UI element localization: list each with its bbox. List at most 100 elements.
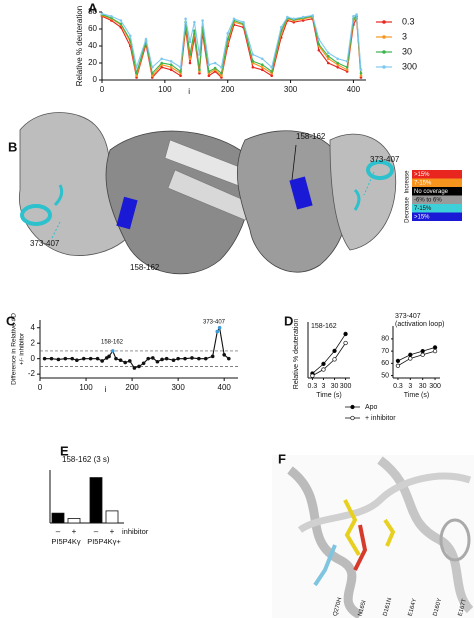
legend-label: 30 <box>402 46 412 56</box>
legend-label: 0.3 <box>402 16 415 26</box>
data-point <box>220 71 223 75</box>
y-axis-label: Relative % deuteration <box>75 6 84 87</box>
data-point <box>226 356 231 361</box>
x-tick-label: 200 <box>221 85 235 94</box>
data-point <box>260 57 264 61</box>
plot-title: 158-162 <box>311 323 337 330</box>
x-axis-label: Time (s) <box>316 392 341 399</box>
data-point <box>408 356 413 361</box>
panel-letter: B <box>8 139 17 154</box>
data-point <box>317 37 321 41</box>
data-point <box>188 53 192 56</box>
legend-marker <box>382 50 386 54</box>
data-point <box>260 65 264 69</box>
scale-label: 7-15% <box>414 181 432 187</box>
data-point <box>432 345 438 350</box>
y-tick-label: 50 <box>381 372 389 379</box>
y-axis-label: Relative % deuteration <box>293 319 300 390</box>
data-point <box>301 15 305 19</box>
data-point <box>114 356 118 361</box>
data-point <box>232 17 236 21</box>
data-point <box>128 34 132 38</box>
data-point <box>141 361 146 366</box>
annotation: 373-407 <box>203 320 226 326</box>
data-point <box>326 61 330 65</box>
scale-increase: Increase <box>405 170 411 194</box>
data-point <box>242 20 245 24</box>
data-point <box>169 68 173 72</box>
data-point <box>408 352 413 357</box>
x-tick-label: 100 <box>158 85 172 94</box>
data-point <box>169 63 173 66</box>
residue-label: E167T <box>458 598 468 617</box>
data-point <box>144 37 148 41</box>
structure-label: 373-407 <box>370 155 400 164</box>
data-point <box>190 356 194 360</box>
bar <box>51 512 65 524</box>
x-tick-label: 3 <box>408 383 412 390</box>
data-point <box>345 65 349 69</box>
data-point <box>395 358 401 364</box>
legend-marker <box>382 20 386 24</box>
y-tick-label: 60 <box>381 360 389 367</box>
data-point <box>169 65 173 69</box>
data-point <box>270 70 274 73</box>
legend-label: 3 <box>402 31 407 41</box>
x-tick-label: 30 <box>331 383 339 390</box>
data-point <box>188 57 192 61</box>
data-point <box>260 63 264 66</box>
data-point <box>135 65 138 69</box>
data-point <box>260 68 264 72</box>
data-point <box>118 358 123 363</box>
data-point <box>160 65 164 69</box>
bar <box>89 477 103 524</box>
data-point <box>220 65 223 69</box>
data-point <box>119 22 123 26</box>
data-point <box>270 74 274 78</box>
data-point <box>201 19 204 22</box>
data-point <box>100 359 104 363</box>
data-point <box>326 57 330 61</box>
data-point <box>326 54 330 58</box>
panel-letter: E <box>60 443 69 458</box>
data-point <box>160 357 164 362</box>
x-axis-label: i <box>104 385 106 394</box>
series-line <box>101 13 362 70</box>
data-point <box>119 19 123 22</box>
legend-marker <box>382 65 386 69</box>
scale-swatch <box>412 204 462 213</box>
data-point <box>107 354 111 359</box>
data-point <box>336 65 340 69</box>
data-point <box>213 66 217 70</box>
x-tick-label: 30 <box>419 383 427 390</box>
data-point <box>210 354 215 359</box>
residue-label: D161N <box>383 597 394 617</box>
data-point <box>352 14 355 18</box>
data-point <box>222 353 226 357</box>
data-point <box>146 356 151 361</box>
x-tick-label: 300 <box>429 383 441 390</box>
annotation: 158-162 <box>101 340 124 346</box>
y-tick-label: 40 <box>88 41 97 50</box>
data-point <box>155 359 160 364</box>
data-point <box>345 68 349 72</box>
protein-structure-b <box>18 112 397 275</box>
series-line <box>44 326 230 369</box>
data-point <box>226 31 230 35</box>
scale-swatch <box>412 212 462 221</box>
data-point <box>311 14 314 17</box>
legend-marker <box>350 415 355 421</box>
data-point <box>359 71 363 75</box>
x-tick-label: 0.3 <box>308 383 318 390</box>
panel-letter: F <box>278 451 286 466</box>
x-tick-label: 300 <box>171 383 185 392</box>
data-point <box>150 74 154 78</box>
scale-label: 7-15% <box>414 206 432 212</box>
data-point <box>279 26 283 29</box>
structure-label: 373-407 <box>30 239 60 248</box>
data-point <box>317 43 321 46</box>
residue-label: N165I <box>358 600 368 617</box>
data-point <box>215 329 220 334</box>
y-tick-label: 4 <box>31 323 36 332</box>
